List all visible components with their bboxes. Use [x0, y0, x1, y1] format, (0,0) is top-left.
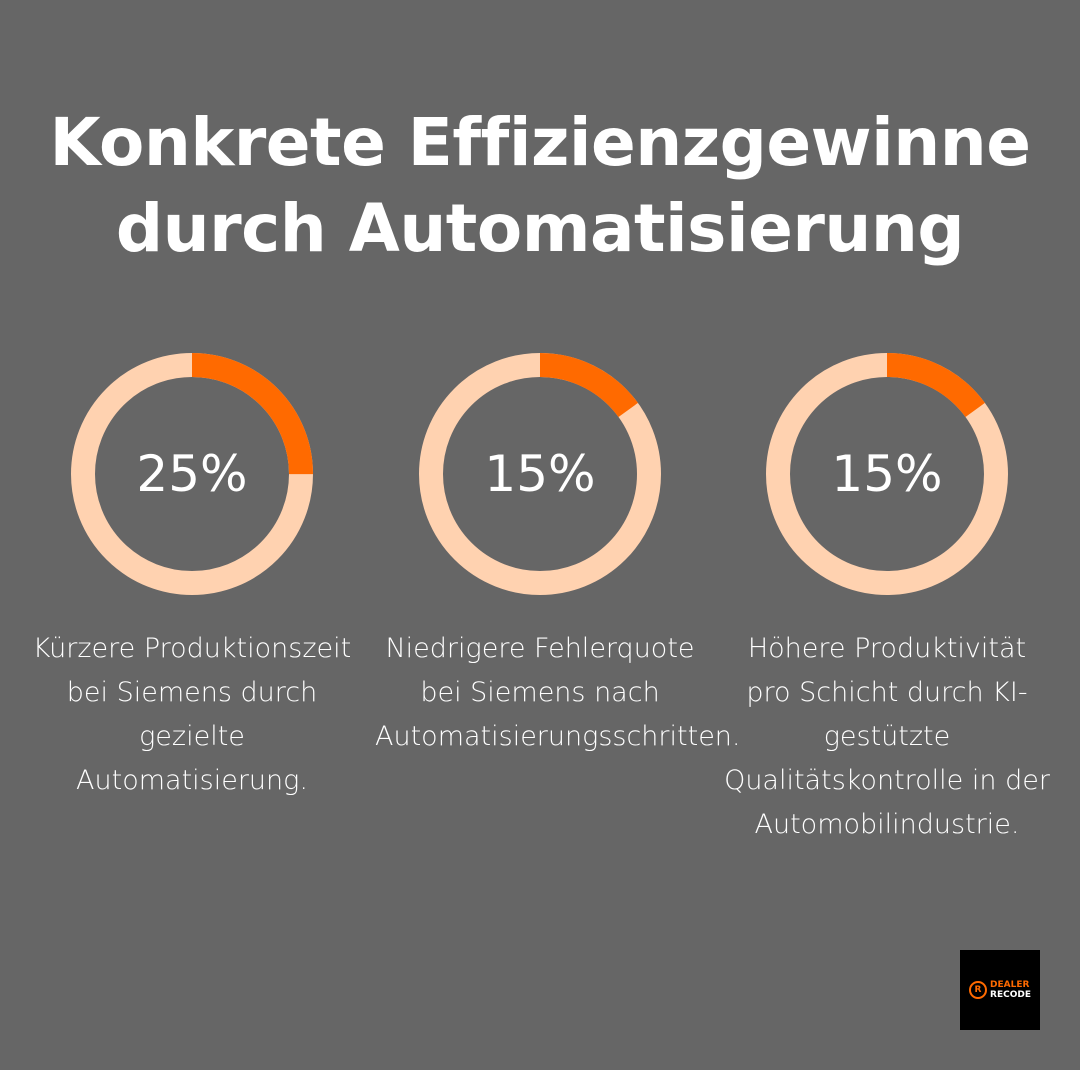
percentage-value: 15%: [831, 445, 943, 503]
stat-description: Höhere Produktivität pro Schicht durch K…: [724, 633, 1050, 840]
donut-ring-1: [71, 353, 313, 595]
donut-chart-3: 15%: [766, 353, 1008, 595]
percentage-value: 15%: [484, 445, 596, 503]
stat-card-1: 25% Kürzere Produktionszeit bei Siemens …: [27, 353, 357, 803]
donut-ring-3: [766, 353, 1008, 595]
stat-card-2: 15% Niedrigere Fehlerquote bei Siemens n…: [375, 353, 741, 759]
stat-description: Niedrigere Fehlerquote bei Siemens nach …: [375, 633, 741, 752]
logo-text: DEALER RECODE: [990, 980, 1031, 1000]
donut-chart-2: 15%: [419, 353, 661, 595]
percentage-value: 25%: [136, 445, 248, 503]
logo-r-icon: R: [969, 981, 988, 999]
brand-logo: R DEALER RECODE: [960, 950, 1040, 1030]
stat-description: Kürzere Produktionszeit bei Siemens durc…: [32, 633, 352, 796]
donut-ring-2: [419, 353, 661, 595]
title-line-2: durch Automatisierung: [115, 190, 965, 267]
logo-line-1: DEALER: [990, 980, 1030, 990]
title-line-1: Konkrete Effizienzgewinne: [49, 104, 1031, 181]
page-title: Konkrete Effizienzgewinne durch Automati…: [0, 100, 1080, 272]
logo-line-2: RECODE: [990, 990, 1031, 1000]
donut-chart-1: 25%: [71, 353, 313, 595]
stat-card-3: 15% Höhere Produktivität pro Schicht dur…: [722, 353, 1052, 847]
